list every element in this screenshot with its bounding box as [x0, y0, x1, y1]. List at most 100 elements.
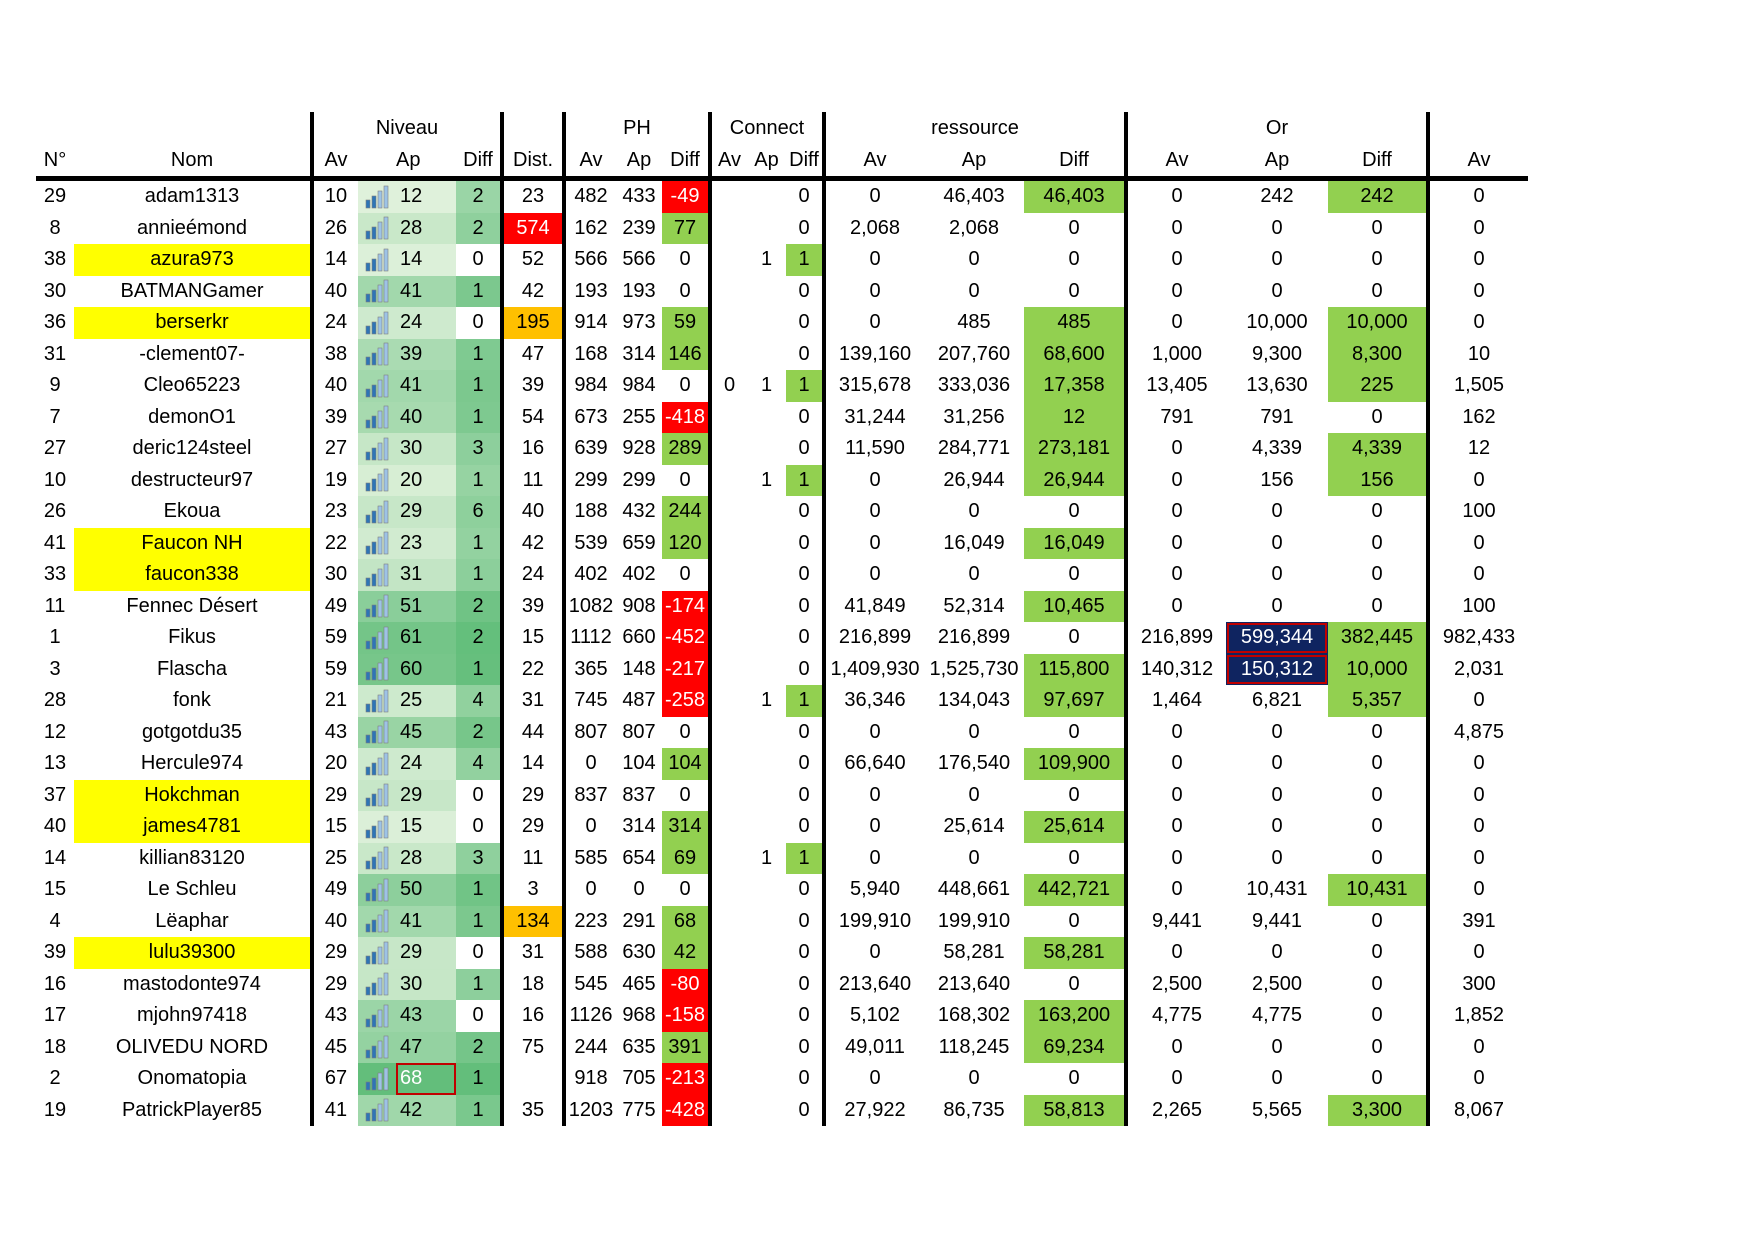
col-header-or-av: Av	[1124, 144, 1226, 181]
cell-name: mjohn97418	[136, 1004, 248, 1027]
cell-name: faucon338	[74, 559, 312, 591]
cell-number: 38	[43, 248, 67, 271]
col-header-ph-av: Av	[562, 144, 616, 181]
empty-header	[36, 112, 74, 144]
cell-niveau-ap: 29	[396, 937, 456, 969]
cell-niveau-diff: 1	[456, 464, 502, 496]
cell-number: 26	[43, 500, 67, 523]
cell-number: 10	[43, 468, 67, 491]
cell-niveau-av: 26	[310, 212, 358, 244]
cell-or-av: 0	[1124, 937, 1226, 969]
cell-or-av: 0	[1124, 1031, 1226, 1063]
cell-name: Cleo65223	[143, 374, 241, 397]
cell-ph-diff: -418	[662, 401, 710, 433]
cell-niveau-av: 27	[310, 433, 358, 465]
bar-chart-icon	[365, 878, 389, 902]
cell-ph-ap: 566	[622, 248, 656, 271]
cell-ressource-ap: 207,760	[937, 342, 1011, 365]
cell-ressource-diff: 0	[1068, 783, 1080, 806]
cell-ph-ap: 973	[622, 311, 656, 334]
cell-ph-diff: -213	[662, 1063, 710, 1095]
cell-niveau-av: 14	[310, 244, 358, 276]
table-row: 33 faucon338 30 31 1 24 402 402 0 0 0 0 0 0 0 0 0	[36, 559, 1528, 591]
cell-connect-diff: 0	[798, 1098, 810, 1121]
cell-ressource-av: 0	[822, 307, 924, 339]
cell-dist: 42	[500, 527, 564, 559]
cell-dist: 24	[500, 559, 564, 591]
cell-last-av: 0	[1426, 275, 1528, 307]
cell-connect-ap	[747, 717, 786, 749]
cell-or-ap: 4,775	[1251, 1004, 1303, 1027]
cell-or-ap: 0	[1271, 1067, 1283, 1090]
cell-or-diff: 0	[1371, 941, 1383, 964]
col-header-ressource-av: Av	[822, 144, 924, 181]
cell-connect-diff: 0	[798, 626, 810, 649]
cell-dist: 11	[500, 464, 564, 496]
cell-ph-diff: 104	[662, 748, 710, 780]
cell-or-diff: 10,431	[1328, 874, 1428, 906]
bar-chart-icon	[365, 563, 389, 587]
cell-ph-ap: 299	[622, 468, 656, 491]
cell-ressource-av: 41,849	[822, 590, 924, 622]
cell-ph-ap: 659	[622, 531, 656, 554]
cell-connect-ap	[747, 433, 786, 465]
table-row: 15 Le Schleu 49 50 1 3 0 0 0 0 5,940 448,661 442,721…	[36, 874, 1528, 906]
cell-niveau-diff: 2	[456, 622, 502, 654]
cell-ressource-av: 5,940	[822, 874, 924, 906]
cell-connect-ap	[747, 1095, 786, 1127]
cell-or-ap: 9,441	[1251, 909, 1303, 932]
cell-niveau-icon	[358, 1031, 396, 1063]
cell-ressource-av: 0	[822, 716, 924, 748]
cell-connect-av	[708, 178, 747, 213]
cell-number: 41	[43, 531, 67, 554]
table-row: 26 Ekoua 23 29 6 40 188 432 244 0 0 0 0 0 0 0 100	[36, 496, 1528, 528]
cell-niveau-ap: 29	[396, 496, 456, 528]
cell-dist: 16	[500, 433, 564, 465]
cell-ressource-ap: 16,049	[943, 531, 1005, 554]
cell-connect-diff: 1	[786, 244, 824, 276]
cell-ph-av: 1126	[562, 1000, 616, 1032]
cell-ressource-av: 199,910	[822, 905, 924, 937]
cell-ressource-ap: 86,735	[943, 1098, 1005, 1121]
cell-dist: 35	[500, 1094, 564, 1126]
cell-name: -clement07-	[139, 342, 245, 365]
cell-ph-diff: 120	[662, 527, 710, 559]
cell-connect-av	[708, 1031, 747, 1063]
table-row: 36 berserkr 24 24 0 195 914 973 59 0 0 485 485 0 10,00…	[36, 307, 1528, 339]
cell-last-av: 0	[1426, 685, 1528, 717]
cell-last-av: 10	[1426, 338, 1528, 370]
cell-ressource-ap: 448,661	[937, 878, 1011, 901]
col-header-nom: Nom	[74, 144, 312, 181]
cell-ph-diff: 244	[662, 496, 710, 528]
cell-niveau-icon	[358, 496, 396, 528]
cell-last-av: 0	[1426, 307, 1528, 339]
col-header-or-diff: Diff	[1328, 144, 1428, 181]
cell-or-av: 0	[1124, 527, 1226, 559]
cell-last-av: 0	[1426, 178, 1528, 213]
cell-number: 4	[49, 909, 61, 932]
table-row: 29 adam1313 10 12 2 23 482 433 -49 0 0 46,403 46,403…	[36, 178, 1528, 213]
cell-ressource-diff: 0	[1068, 563, 1080, 586]
cell-connect-av	[708, 212, 747, 244]
bar-chart-icon	[365, 626, 389, 650]
cell-ph-av: 539	[562, 527, 616, 559]
cell-number: 17	[43, 1004, 67, 1027]
cell-niveau-ap: 50	[396, 874, 456, 906]
cell-or-diff: 0	[1371, 531, 1383, 554]
cell-ph-ap: 968	[622, 1004, 656, 1027]
cell-niveau-ap: 14	[396, 244, 456, 276]
cell-ressource-av: 0	[822, 244, 924, 276]
cell-ressource-ap: 0	[968, 563, 980, 586]
cell-last-av: 0	[1426, 244, 1528, 276]
cell-connect-ap	[747, 1063, 786, 1095]
cell-or-ap: 10,000	[1246, 311, 1308, 334]
cell-niveau-diff: 2	[456, 212, 502, 244]
table-body: 29 adam1313 10 12 2 23 482 433 -49 0 0 46,403 46,403…	[36, 178, 1528, 1127]
cell-niveau-diff: 0	[456, 811, 502, 843]
cell-number: 31	[43, 342, 67, 365]
cell-ph-av: 918	[562, 1063, 616, 1095]
cell-connect-diff: 0	[798, 594, 810, 617]
cell-ph-diff: 0	[679, 468, 691, 491]
cell-niveau-ap: 47	[396, 1031, 456, 1063]
cell-niveau-ap: 42	[396, 1094, 456, 1126]
